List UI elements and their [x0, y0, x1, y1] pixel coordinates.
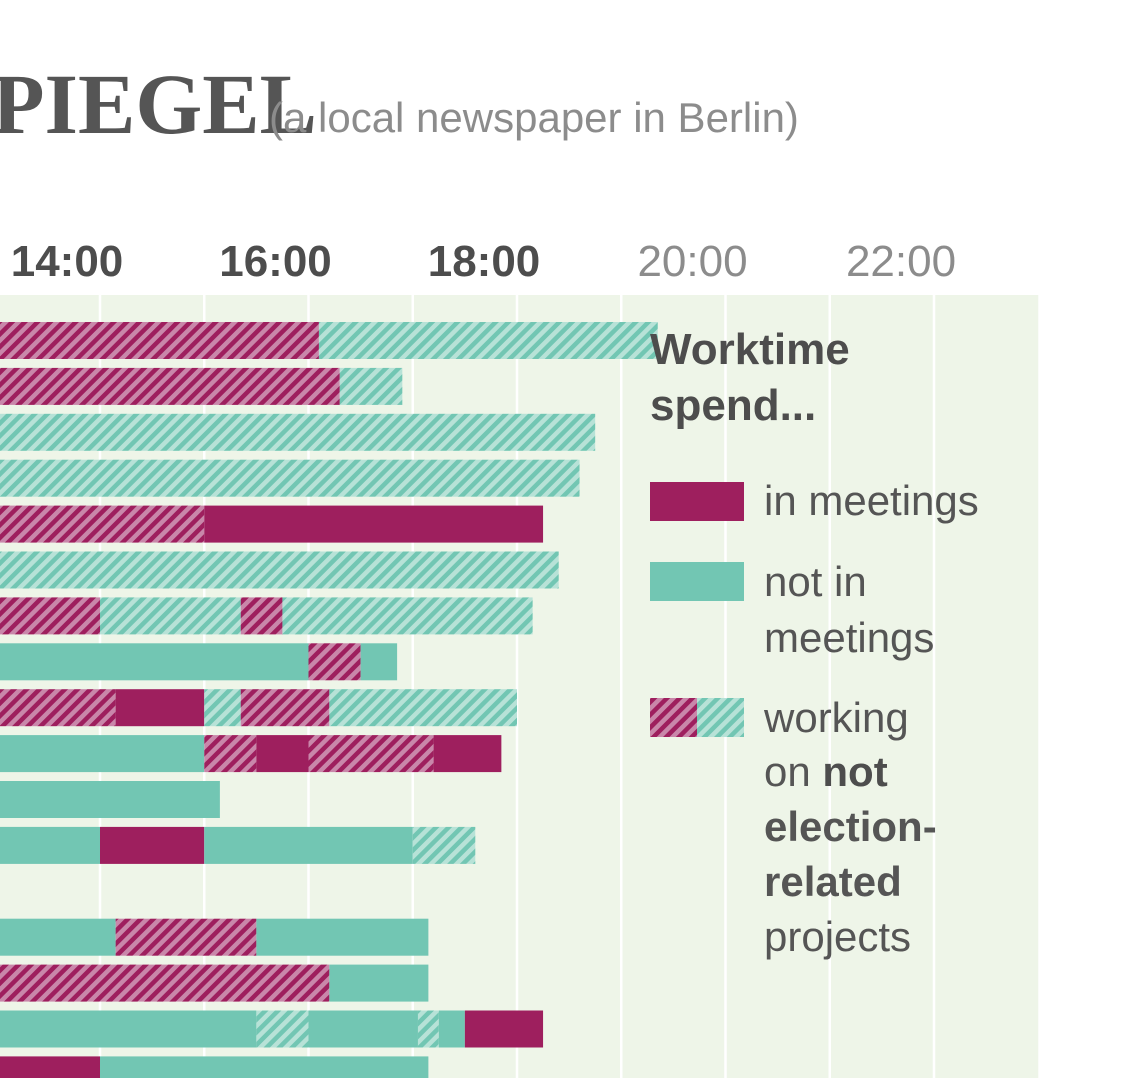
bar-segment-nomeeting-project: [0, 413, 596, 451]
legend-swatch-meeting: [650, 482, 744, 521]
bar-segment-meeting-project: [0, 597, 100, 635]
legend-label-nomeeting-line-2: meetings: [764, 614, 934, 661]
bar-segment-meeting-project: [115, 918, 257, 956]
bar-segment-nomeeting-project: [0, 551, 559, 589]
bar-segment-nomeeting: [0, 918, 116, 956]
bar-segment-nomeeting-project: [329, 689, 517, 727]
legend-label-meeting: in meetings: [764, 477, 979, 524]
bar-segment-nomeeting: [438, 1010, 465, 1048]
x-tick-label: 14:00: [11, 237, 124, 286]
bar-segment-meeting: [256, 735, 309, 773]
legend-label-nomeeting-line-1: not in: [764, 558, 867, 605]
bar-segment-meeting-project: [0, 367, 340, 405]
bar-segment-nomeeting: [0, 781, 220, 818]
bar-segment-nomeeting: [0, 1010, 257, 1048]
bar-segment-nomeeting: [100, 1056, 429, 1078]
legend-label-project-line-5: projects: [764, 913, 911, 960]
x-axis-ticks: 14:00 16:00 18:00 20:00 22:00: [11, 237, 956, 286]
bar-segment-nomeeting-project: [417, 1010, 439, 1048]
bar-segment-meeting-project: [240, 689, 330, 727]
bar-segment-nomeeting-project: [0, 459, 580, 497]
legend-label-project-on: on: [764, 748, 822, 795]
bar-segment-nomeeting: [308, 1010, 418, 1048]
legend-swatch-project-nomeeting: [697, 698, 744, 737]
bar-segment-nomeeting: [0, 826, 100, 864]
legend-title-line-2: spend...: [650, 381, 816, 430]
bar-segment-meeting: [0, 1056, 100, 1078]
legend-swatch-project-meeting: [650, 698, 697, 737]
chart-title: PIEGEL: [0, 56, 317, 152]
plot-background: [0, 295, 1039, 1078]
bar-segment-meeting-project: [0, 505, 205, 543]
bar-segment-meeting: [433, 735, 502, 773]
x-tick-label: 20:00: [637, 237, 747, 286]
bar-segment-meeting-project: [0, 322, 319, 359]
bar-segment-meeting-project: [204, 735, 257, 773]
chart-subtitle: (a local newspaper in Berlin): [269, 94, 799, 141]
x-tick-label: 16:00: [219, 237, 332, 286]
bar-segment-meeting: [464, 1010, 544, 1048]
bar-segment-meeting: [100, 826, 205, 864]
bar-segment-nomeeting-project: [256, 1010, 309, 1048]
bar-segment-nomeeting: [0, 643, 309, 681]
bar-segment-meeting-project: [0, 964, 330, 1002]
bar-segment-meeting: [115, 689, 205, 727]
legend-label-project-line-3: election-: [764, 803, 937, 850]
legend-swatch-nomeeting: [650, 562, 744, 601]
bar-segment-nomeeting: [360, 643, 398, 681]
bar-segment-meeting-project: [0, 689, 116, 727]
bar-segment-nomeeting-project: [318, 322, 658, 359]
bar-segment-meeting-project: [308, 735, 434, 773]
legend-title-line-1: Worktime: [650, 325, 850, 374]
bar-segment-meeting-project: [240, 597, 283, 635]
legend-label-project-line-4: related: [764, 858, 902, 905]
bars: [0, 322, 658, 1078]
bar-segment-nomeeting: [256, 918, 429, 956]
bar-segment-meeting: [204, 505, 544, 543]
x-tick-label: 22:00: [846, 237, 956, 286]
bar-segment-nomeeting: [204, 826, 413, 864]
bar-segment-nomeeting-project: [204, 689, 241, 727]
legend-label-project-line-2: on not: [764, 748, 888, 795]
bar-segment-nomeeting-project: [282, 597, 533, 635]
bar-segment-nomeeting-project: [100, 597, 241, 635]
bar-segment-nomeeting-project: [412, 826, 476, 864]
bar-segment-meeting-project: [308, 643, 361, 681]
bar-segment-nomeeting-project: [339, 367, 403, 405]
legend-label-project-not: not: [822, 748, 887, 795]
bar-segment-nomeeting: [0, 735, 205, 773]
legend: Worktime spend... in meetings not in mee…: [650, 325, 979, 960]
x-tick-label: 18:00: [428, 237, 541, 286]
bar-segment-nomeeting: [329, 964, 429, 1002]
legend-label-project-line-1: working: [763, 694, 909, 741]
